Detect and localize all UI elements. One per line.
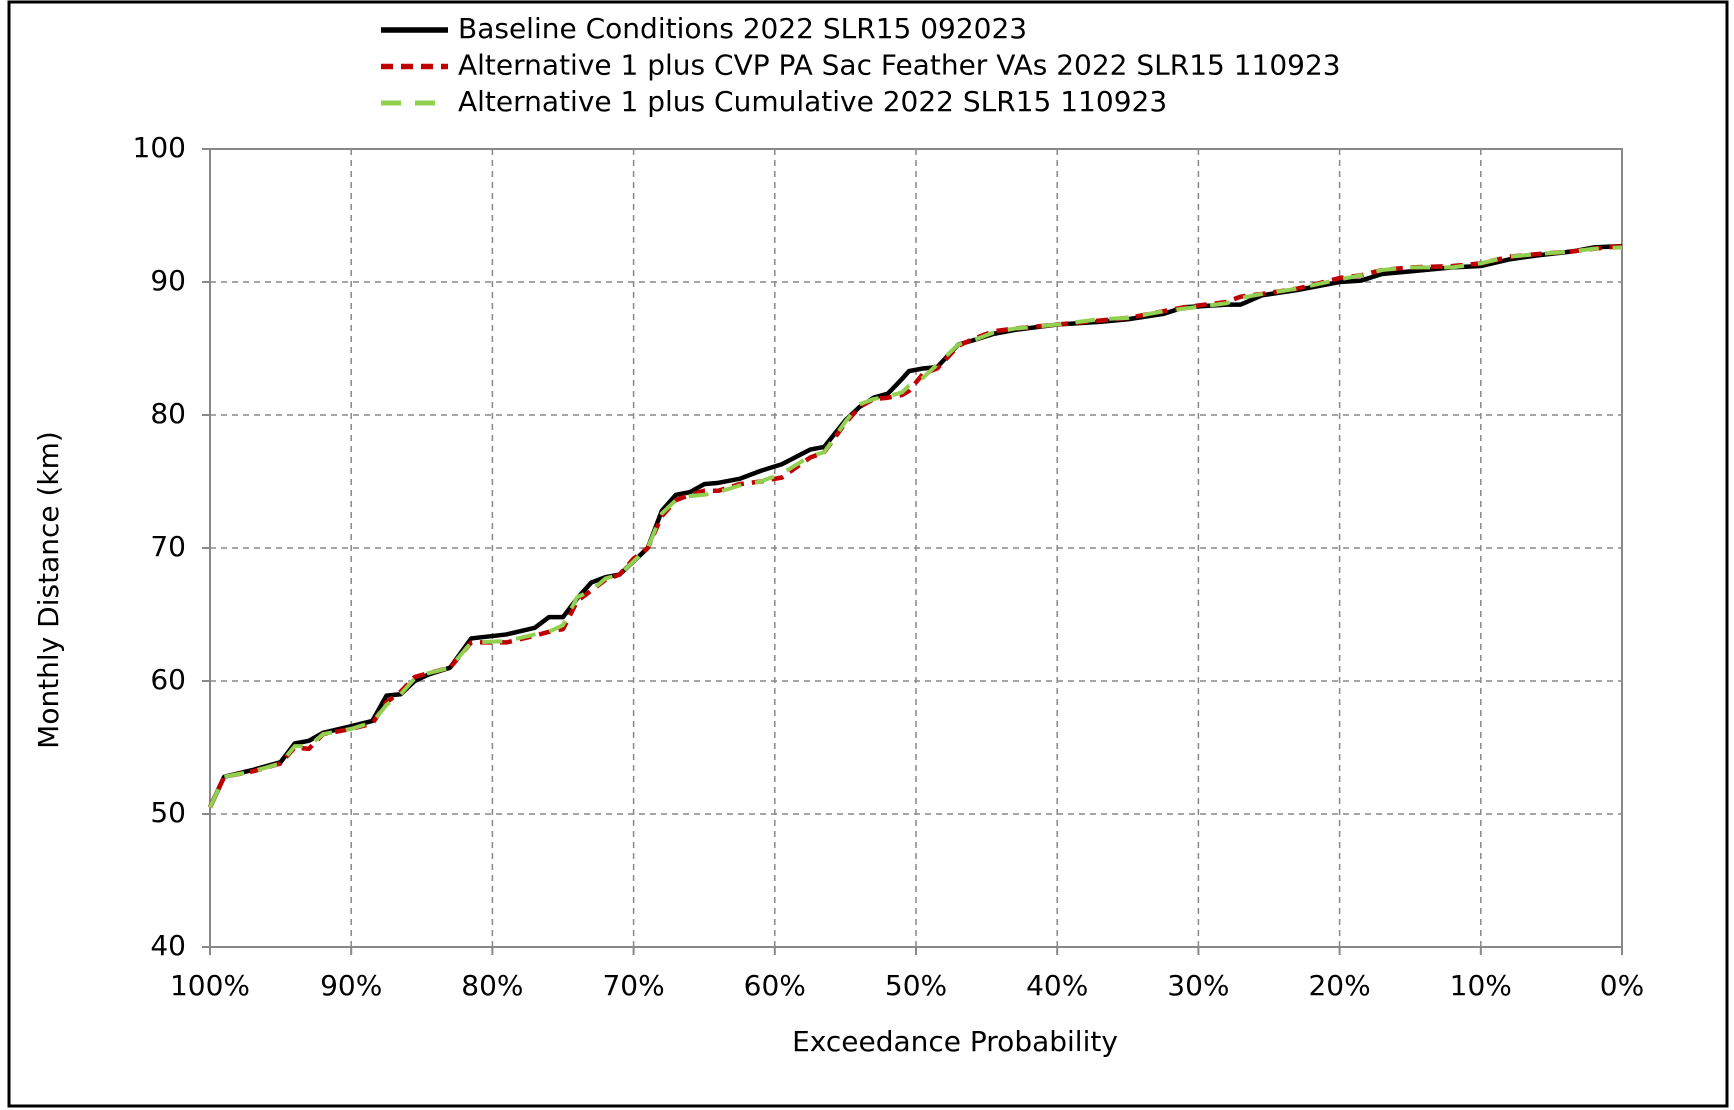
legend-label: Alternative 1 plus CVP PA Sac Feather VA… xyxy=(458,49,1341,82)
x-tick-label: 40% xyxy=(1026,969,1088,1002)
x-tick-label: 90% xyxy=(320,969,382,1002)
x-tick-label: 30% xyxy=(1167,969,1229,1002)
x-tick-label: 60% xyxy=(744,969,806,1002)
legend-label: Alternative 1 plus Cumulative 2022 SLR15… xyxy=(458,85,1167,118)
y-tick-label: 100 xyxy=(133,131,186,164)
series-line xyxy=(207,243,1623,809)
plot-area xyxy=(209,148,1623,948)
x-tick-label: 0% xyxy=(1600,969,1644,1002)
y-axis-title: Monthly Distance (km) xyxy=(32,431,65,749)
chart-frame xyxy=(7,0,1729,1108)
y-tick-label: 50 xyxy=(150,796,186,829)
legend-label: Baseline Conditions 2022 SLR15 092023 xyxy=(458,12,1027,45)
x-tick-label: 50% xyxy=(885,969,947,1002)
y-tick-label: 70 xyxy=(150,530,186,563)
x-tick-label: 70% xyxy=(602,969,664,1002)
x-tick-label: 20% xyxy=(1308,969,1370,1002)
x-tick-label: 10% xyxy=(1450,969,1512,1002)
y-tick-label: 90 xyxy=(150,264,186,297)
y-tick-label: 40 xyxy=(150,929,186,962)
y-tick-label: 80 xyxy=(150,397,186,430)
y-tick-label: 60 xyxy=(150,663,186,696)
x-tick-label: 100% xyxy=(170,969,250,1002)
x-tick-label: 80% xyxy=(461,969,523,1002)
x-axis-title: Exceedance Probability xyxy=(792,1025,1118,1058)
